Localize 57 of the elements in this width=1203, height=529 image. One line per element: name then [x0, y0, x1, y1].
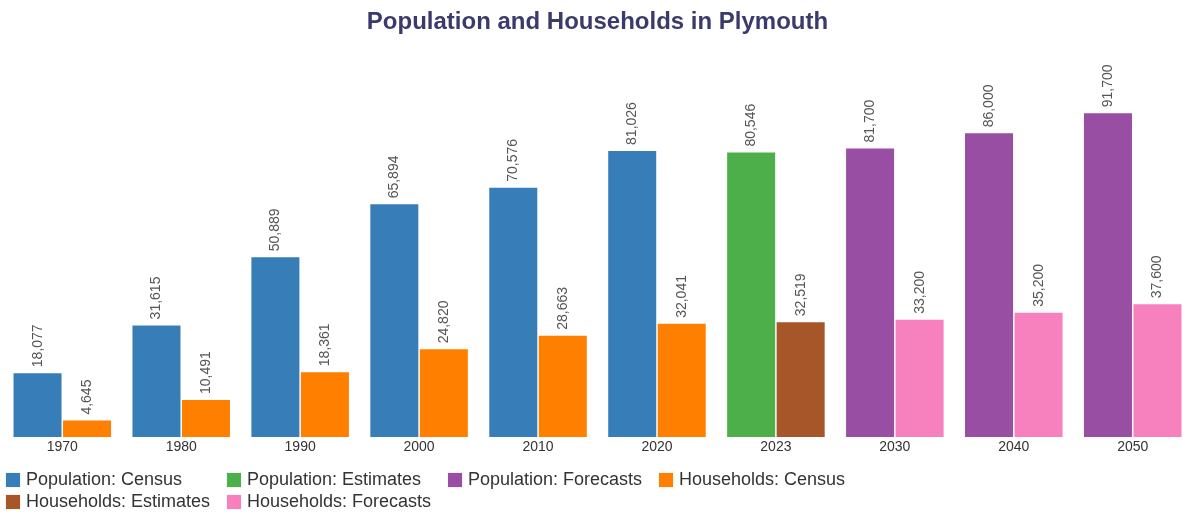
bar	[63, 420, 112, 437]
legend-label: Households: Forecasts	[247, 491, 432, 511]
data-label: 70,576	[504, 138, 521, 182]
data-label: 80,546	[742, 103, 759, 147]
x-tick-label: 2020	[641, 437, 673, 454]
data-label: 33,200	[910, 270, 927, 314]
bar	[370, 204, 419, 437]
x-tick-label: 2010	[522, 437, 554, 454]
data-label: 91,700	[1098, 64, 1115, 108]
data-label: 4,645	[78, 379, 95, 415]
data-label: 24,820	[434, 300, 451, 344]
bar	[727, 152, 776, 437]
chart-title: Population and Households in Plymouth	[366, 7, 829, 34]
data-label: 50,889	[266, 208, 283, 252]
bar	[419, 349, 468, 437]
bar	[1133, 304, 1182, 437]
data-label: 86,000	[980, 84, 997, 128]
bar	[846, 148, 895, 437]
legend-label: Households: Estimates	[26, 491, 211, 511]
data-label: 32,519	[791, 273, 808, 317]
bar	[657, 323, 706, 437]
x-tick-label: 1970	[46, 437, 79, 454]
bar	[300, 372, 349, 437]
data-label: 18,361	[315, 323, 332, 367]
bar	[13, 373, 62, 437]
bar	[895, 319, 944, 437]
bar	[1014, 312, 1063, 437]
legend-label: Households: Census	[679, 469, 846, 489]
bar	[776, 322, 825, 437]
x-tick-label: 1990	[284, 437, 316, 454]
data-label: 37,600	[1148, 255, 1165, 299]
bar	[1083, 113, 1132, 437]
data-label: 65,894	[385, 155, 402, 199]
x-tick-label: 2000	[403, 437, 435, 454]
bar	[251, 257, 300, 437]
bar	[132, 325, 181, 437]
data-label: 81,700	[861, 99, 878, 143]
x-tick-label: 2030	[879, 437, 911, 454]
data-label: 18,077	[28, 324, 45, 368]
bar	[965, 133, 1014, 437]
data-label: 32,041	[672, 274, 689, 318]
x-tick-label: 2050	[1117, 437, 1149, 454]
data-label: 31,615	[147, 276, 164, 320]
data-label: 10,491	[196, 350, 213, 394]
bar	[538, 335, 587, 437]
bar	[489, 187, 538, 437]
x-tick-label: 1980	[165, 437, 197, 454]
legend-label: Population: Census	[26, 469, 183, 489]
data-label: 28,663	[553, 286, 570, 330]
bar	[181, 399, 230, 437]
legend-label: Population: Estimates	[247, 469, 422, 489]
x-tick-label: 2023	[760, 437, 792, 454]
x-tick-label: 2040	[998, 437, 1030, 454]
bar	[608, 150, 657, 437]
legend-label: Population: Forecasts	[468, 469, 643, 489]
data-label: 35,200	[1029, 263, 1046, 307]
data-label: 81,026	[623, 101, 640, 145]
